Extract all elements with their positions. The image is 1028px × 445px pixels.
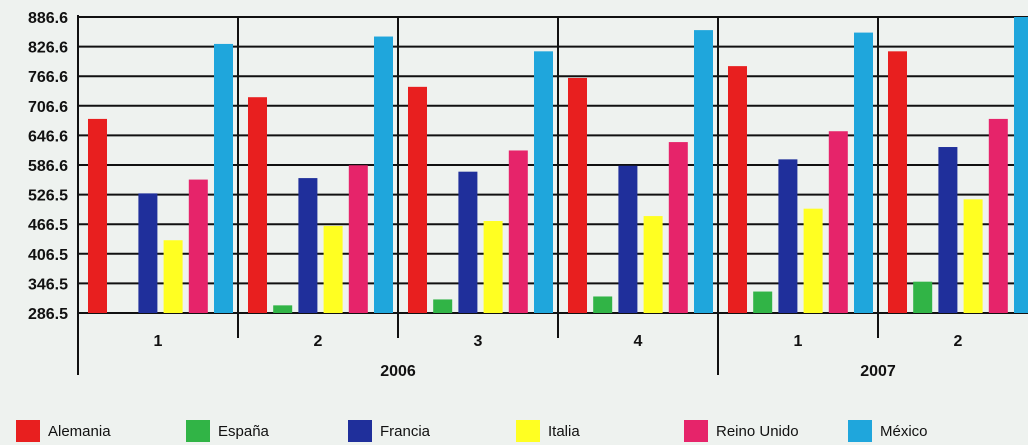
x-tick-label: 4: [634, 333, 643, 350]
y-tick-label: 526.5: [28, 188, 68, 205]
legend-label-italia: Italia: [548, 422, 580, 440]
x-tick-label: 2: [314, 333, 323, 350]
bar: [938, 147, 958, 313]
legend-label-alemania: Alemania: [48, 422, 111, 440]
y-tick-label: 286.5: [28, 306, 68, 323]
bar: [433, 299, 453, 313]
bar: [348, 165, 368, 313]
legend-label-francia: Francia: [380, 422, 431, 440]
x-tick-label: 1: [154, 333, 163, 350]
bar: [298, 178, 318, 313]
x-tick-label: 1: [794, 333, 803, 350]
y-tick-label: 826.6: [28, 40, 68, 57]
legend-label-reino-unido: Reino Unido: [716, 422, 799, 440]
bar: [248, 97, 267, 313]
x-group-label: 2006: [380, 363, 416, 380]
bar: [214, 43, 233, 313]
bar: [88, 118, 107, 313]
legend-swatch-italia: [516, 420, 540, 442]
bar: [408, 86, 427, 313]
bar: [163, 240, 183, 313]
y-tick-label: 346.5: [28, 276, 68, 293]
bar: [508, 150, 528, 313]
bar: [803, 208, 823, 313]
x-group-label: 2007: [860, 363, 896, 380]
bar: [988, 118, 1008, 313]
legend-item-reino-unido: Reino Unido: [684, 418, 799, 444]
bar: [963, 199, 983, 313]
bar: [778, 159, 798, 313]
legend-swatch-alemania: [16, 420, 40, 442]
bar: [694, 30, 713, 313]
legend-item-espana: España: [186, 418, 269, 444]
legend-swatch-espana: [186, 420, 210, 442]
legend-item-mexico: México: [848, 418, 928, 444]
legend-item-francia: Francia: [348, 418, 430, 444]
bar: [668, 142, 688, 313]
legend-label-mexico: México: [880, 422, 928, 440]
bar: [828, 131, 848, 313]
legend-swatch-reino-unido: [684, 420, 708, 442]
bar: [888, 51, 907, 314]
y-tick-label: 646.6: [28, 128, 68, 145]
y-tick-label: 886.6: [28, 10, 68, 27]
y-tick-label: 586.6: [28, 158, 68, 175]
bar: [374, 36, 393, 313]
y-tick-label: 466.5: [28, 217, 68, 234]
bar: [138, 193, 158, 313]
bar: [854, 32, 873, 314]
x-tick-label: 3: [474, 333, 483, 350]
bar: [323, 225, 343, 313]
bar: [273, 305, 293, 313]
legend-swatch-mexico: [848, 420, 872, 442]
bar: [913, 281, 933, 313]
legend: Alemania España Francia Italia Reino Uni…: [0, 418, 1028, 444]
bar: [753, 291, 773, 313]
bar: [483, 221, 503, 313]
x-tick-label: 2: [954, 333, 963, 350]
bar: [618, 165, 638, 313]
legend-item-italia: Italia: [516, 418, 580, 444]
bar-chart: 886.6 826.6 766.6 706.6 646.6 586.6 526.5 466.5…: [28, 10, 1028, 380]
bar: [534, 51, 553, 314]
y-tick-label: 766.6: [28, 69, 68, 86]
bar: [1014, 17, 1028, 313]
legend-item-alemania: Alemania: [16, 418, 111, 444]
y-tick-label: 406.5: [28, 247, 68, 264]
bar: [643, 216, 663, 313]
legend-swatch-francia: [348, 420, 372, 442]
y-tick-label: 706.6: [28, 99, 68, 116]
bar: [188, 179, 208, 313]
bar: [593, 296, 613, 313]
bar: [728, 66, 747, 314]
legend-label-espana: España: [218, 422, 269, 440]
bar: [458, 171, 478, 313]
bar: [568, 77, 587, 313]
